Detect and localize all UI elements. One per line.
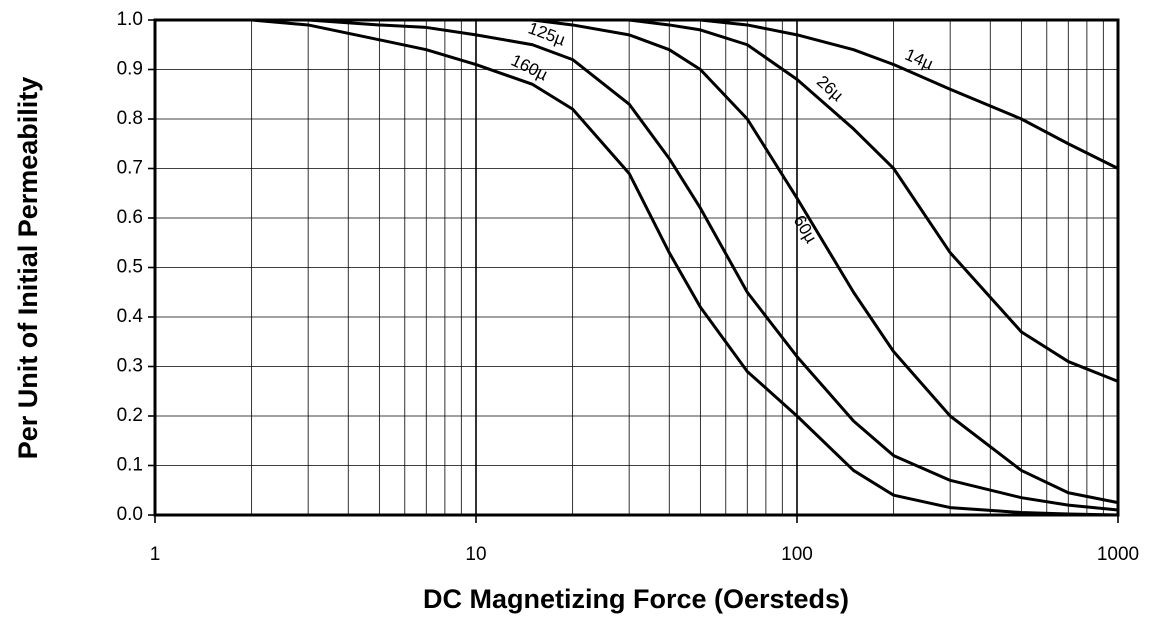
y-tick-label: 0.6 bbox=[117, 207, 143, 228]
x-tick-label: 1 bbox=[150, 544, 161, 565]
x-tick-label: 100 bbox=[781, 544, 813, 565]
x-axis-title: DC Magnetizing Force (Oersteds) bbox=[423, 584, 849, 614]
curve bbox=[155, 18, 1119, 170]
y-axis-title: Per Unit of Initial Permeability bbox=[13, 77, 43, 460]
y-tick-label: 0.5 bbox=[117, 257, 143, 278]
curve-label: 26µ bbox=[813, 72, 847, 105]
y-tick-label: 0.3 bbox=[117, 356, 143, 377]
y-tick-label: 0.4 bbox=[117, 306, 144, 327]
curve bbox=[155, 18, 1119, 517]
y-tick-label: 0.9 bbox=[117, 59, 143, 80]
y-tick-label: 0.1 bbox=[117, 455, 143, 476]
y-tick-label: 0.7 bbox=[117, 158, 143, 179]
x-tick-label: 10 bbox=[465, 544, 486, 565]
y-tick-label: 1.0 bbox=[117, 9, 143, 30]
curve-label: 60µ bbox=[790, 212, 821, 247]
curve bbox=[155, 18, 1119, 383]
y-tick-label: 0.8 bbox=[117, 108, 143, 129]
x-tick-label: 1000 bbox=[1097, 544, 1139, 565]
curve bbox=[155, 18, 1119, 505]
y-tick-label: 0.2 bbox=[117, 405, 143, 426]
curve bbox=[155, 18, 1119, 512]
y-tick-label: 0.0 bbox=[117, 504, 143, 525]
